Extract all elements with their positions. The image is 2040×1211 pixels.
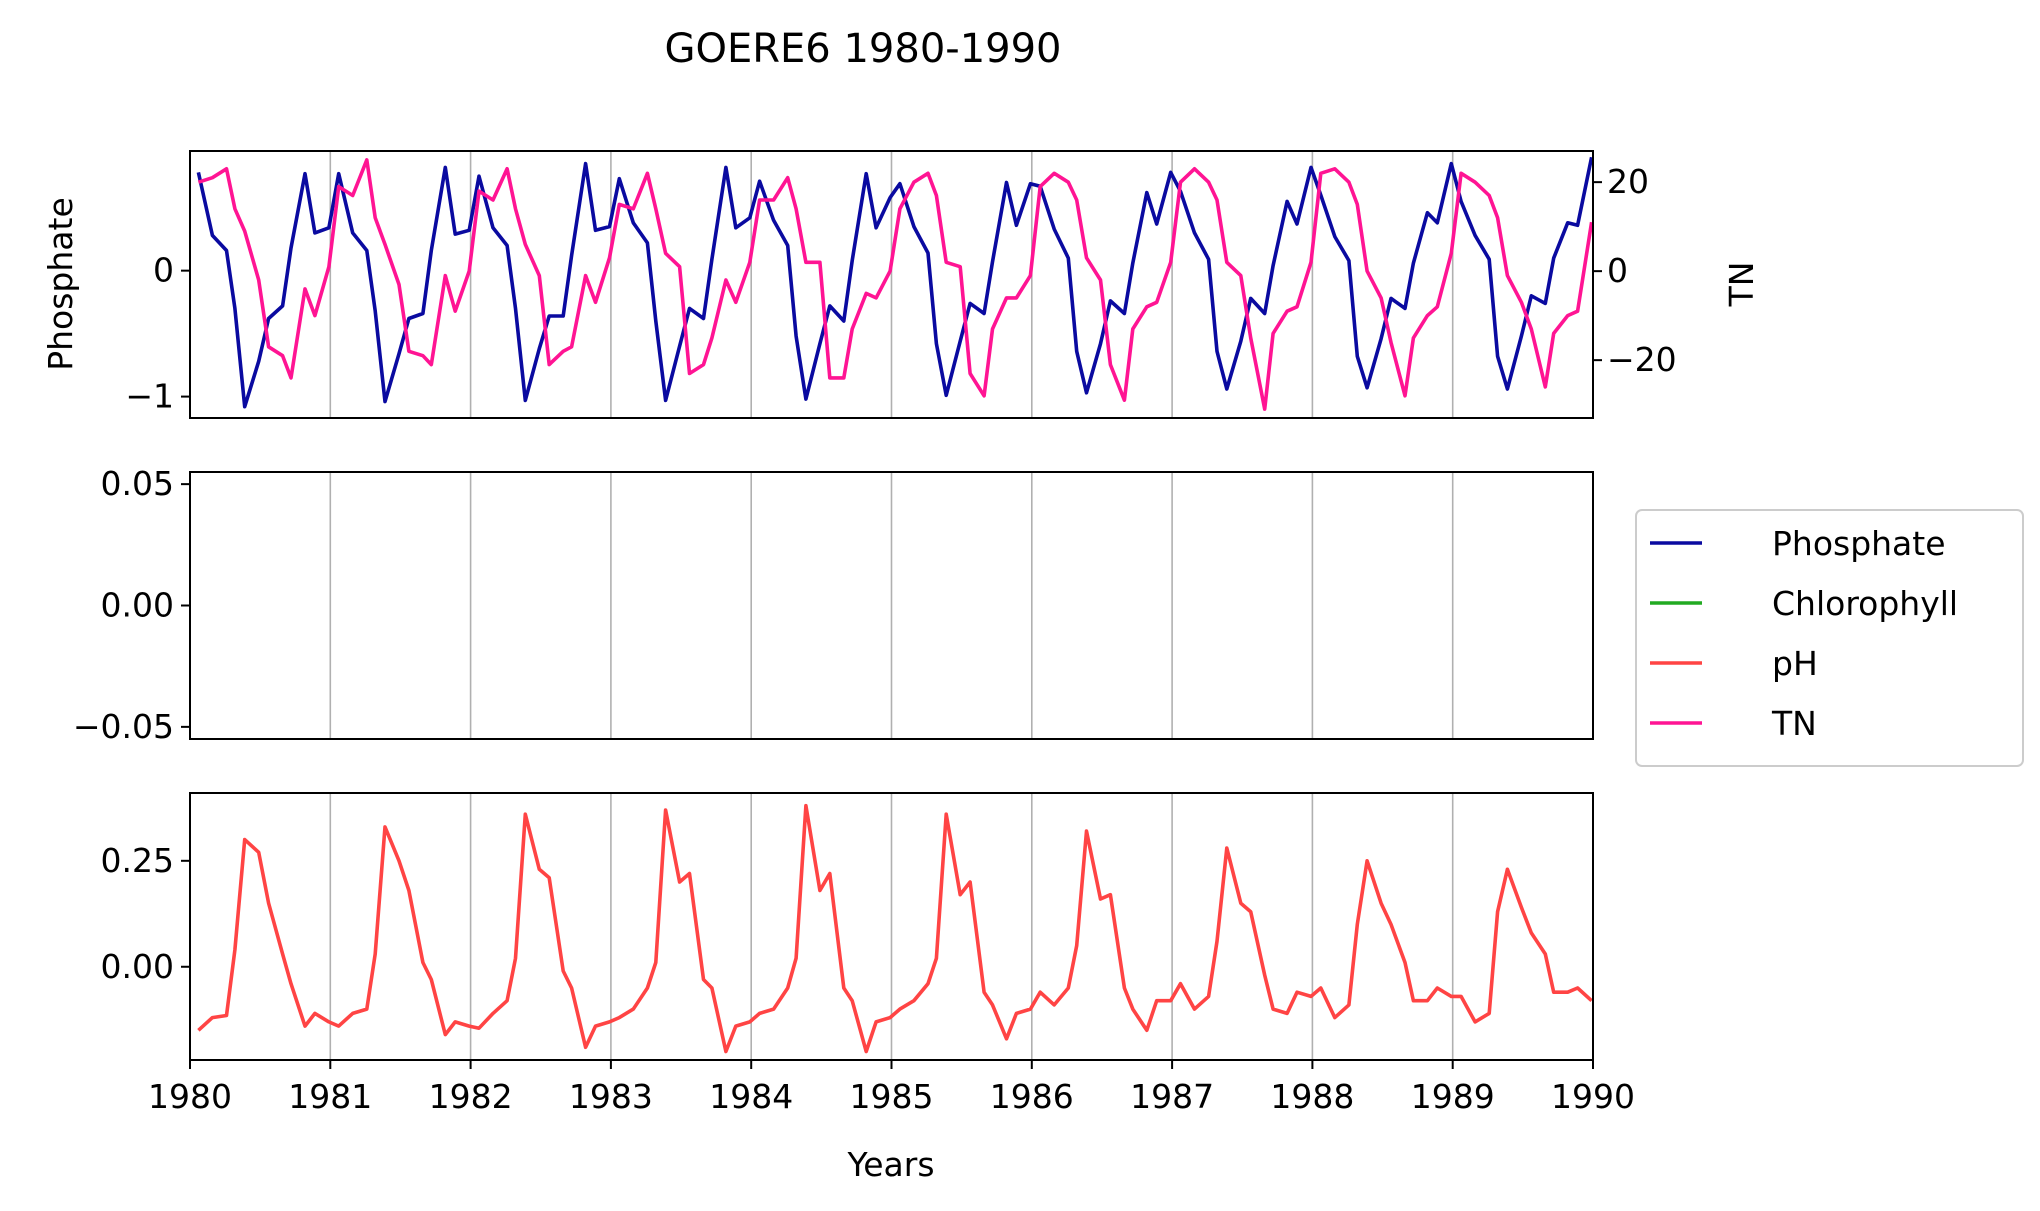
legend-label: Chlorophyll (1772, 584, 1958, 623)
axes-frame (189, 150, 1594, 419)
y-axis-label: Phosphate (41, 197, 80, 371)
x-tick-label: 1983 (569, 1077, 653, 1116)
legend-label: pH (1772, 644, 1818, 683)
panel-bottom: 0.000.25 1980 1981 1982 1983 1984 1985 1986 198… (101, 792, 1635, 1184)
x-tick-label: 1982 (429, 1077, 513, 1116)
x-tick-label: 1981 (288, 1077, 372, 1116)
series-line-ph (197, 803, 1593, 1054)
x-tick-label: 1985 (850, 1077, 934, 1116)
y-axis-left: −1 0 (125, 251, 190, 416)
x-gridlines (329, 472, 1454, 739)
series-group (197, 803, 1593, 1054)
y-tick-label: 0.00 (101, 947, 174, 986)
legend-frame (1635, 509, 2024, 767)
panel-top: −1 0 −20 0 20 Phosphate TN (41, 150, 1761, 419)
series-group (196, 156, 1594, 411)
chart-title: GOERE6 1980-1990 (664, 26, 1061, 72)
x-gridlines (329, 793, 1454, 1060)
panel-middle: −0.05 0.00 0.05 (73, 464, 1594, 746)
y2-axis-label: TN (1722, 262, 1761, 308)
x-axis: 1980 1981 1982 1983 1984 1985 1986 1987 1988 1989… (148, 1060, 1635, 1116)
x-tick-label: 1990 (1551, 1077, 1635, 1116)
legend-label: Phosphate (1772, 524, 1946, 563)
y2-tick-label: 20 (1607, 162, 1649, 201)
series-line-tn (197, 158, 1594, 411)
x-tick-label: 1986 (990, 1077, 1074, 1116)
y-tick-label: 0.25 (101, 841, 174, 880)
y-axis-right: −20 0 20 (1593, 162, 1677, 379)
legend: Phosphate Chlorophyll pH TN (1635, 509, 2024, 767)
y-axis-left: −0.05 0.00 0.05 (73, 464, 190, 746)
y-axis-left: 0.00 0.25 (101, 841, 190, 986)
y-tick-label: 0.00 (101, 586, 174, 625)
y2-tick-label: −20 (1607, 340, 1677, 379)
x-tick-label: 1989 (1411, 1077, 1495, 1116)
series-line-phosphate (196, 156, 1594, 409)
x-tick-label: 1980 (148, 1077, 232, 1116)
y2-tick-label: 0 (1607, 251, 1628, 290)
y-tick-label: −0.05 (73, 707, 174, 746)
y-tick-label: 0.05 (101, 464, 174, 503)
y-tick-label: −1 (125, 377, 174, 416)
x-tick-label: 1988 (1270, 1077, 1354, 1116)
legend-label: TN (1771, 704, 1817, 743)
x-tick-label: 1984 (709, 1077, 793, 1116)
x-tick-label: 1987 (1130, 1077, 1214, 1116)
x-axis-label: Years (846, 1145, 934, 1184)
y-tick-label: 0 (153, 251, 174, 290)
